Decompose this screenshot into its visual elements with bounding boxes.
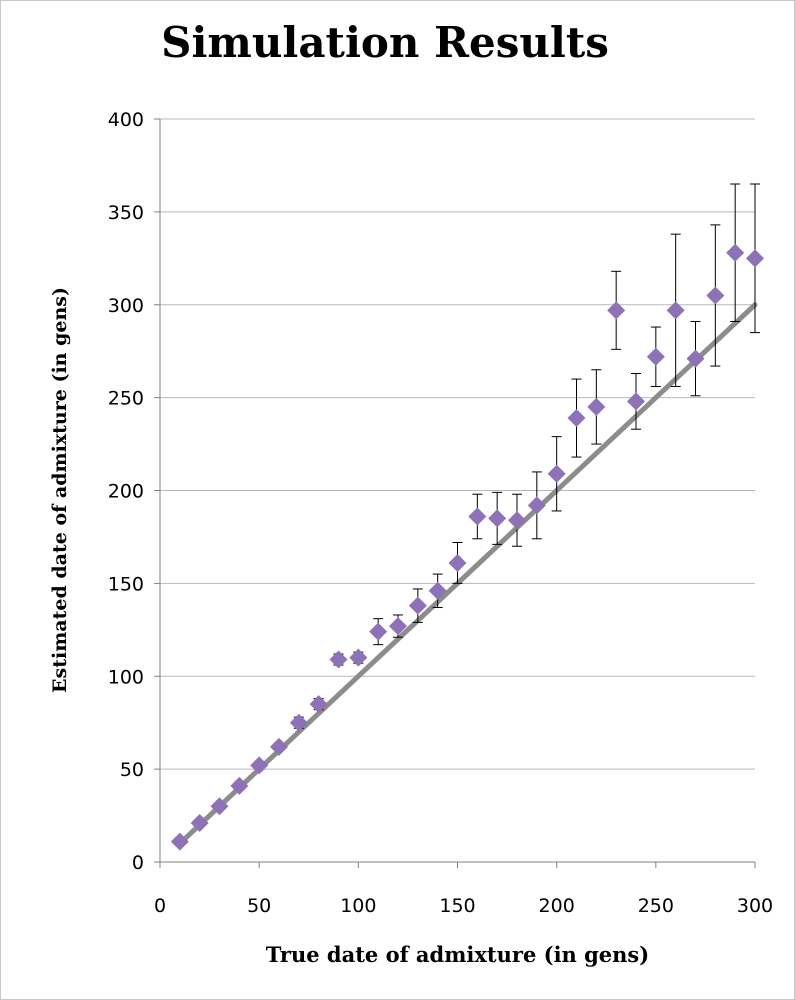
data-point xyxy=(587,397,606,416)
data-point xyxy=(607,301,626,320)
error-bars xyxy=(174,183,760,844)
tick-labels: 0 50 100 150 200 250 300 350 400 0 50 100 150 200 250 3… xyxy=(108,109,773,917)
data-point xyxy=(468,507,487,526)
y-tick-label: 350 xyxy=(108,202,144,224)
y-tick-label: 50 xyxy=(120,759,144,781)
x-tick-label: 0 xyxy=(154,895,166,917)
data-point xyxy=(230,776,249,795)
data-point xyxy=(666,301,685,320)
data-point xyxy=(170,832,189,851)
x-tick-label: 50 xyxy=(247,895,271,917)
data-point xyxy=(686,349,705,368)
chart-title: Simulation Results xyxy=(161,18,609,67)
data-point xyxy=(508,511,526,530)
data-point xyxy=(448,553,467,572)
data-point xyxy=(567,409,586,428)
y-tick-label: 200 xyxy=(108,481,144,503)
data-point xyxy=(726,243,745,262)
x-tick-label: 200 xyxy=(539,895,575,917)
data-point xyxy=(746,249,764,268)
data-point xyxy=(428,581,447,600)
data-point xyxy=(408,596,427,615)
data-point xyxy=(309,695,328,714)
data-point xyxy=(329,650,348,669)
data-point xyxy=(389,617,407,636)
y-tick-label: 300 xyxy=(108,295,144,317)
data-markers xyxy=(170,243,764,851)
x-tick-label: 150 xyxy=(439,895,475,917)
data-point xyxy=(369,622,388,641)
data-point xyxy=(646,347,665,366)
reference-line-group xyxy=(177,302,758,846)
y-tick-label: 250 xyxy=(108,388,144,410)
y-tick-label: 100 xyxy=(108,666,144,688)
data-point xyxy=(706,286,725,305)
data-point xyxy=(190,813,209,832)
data-point xyxy=(547,464,566,483)
x-tick-label: 300 xyxy=(737,895,773,917)
x-tick-label: 100 xyxy=(340,895,376,917)
axes xyxy=(154,118,756,868)
y-tick-label: 0 xyxy=(132,852,144,874)
y-tick-label: 400 xyxy=(108,109,144,131)
data-point xyxy=(289,713,308,732)
reference-line xyxy=(177,302,758,846)
data-point xyxy=(488,509,507,528)
y-tick-label: 150 xyxy=(108,573,144,595)
data-point xyxy=(250,756,269,775)
data-point xyxy=(270,737,288,756)
data-point xyxy=(349,648,368,667)
x-axis-label: True date of admixture (in gens) xyxy=(265,942,650,967)
data-point xyxy=(210,797,229,816)
grid-lines xyxy=(160,118,755,770)
data-point xyxy=(527,496,546,515)
data-point xyxy=(627,392,645,411)
x-tick-label: 250 xyxy=(638,895,674,917)
